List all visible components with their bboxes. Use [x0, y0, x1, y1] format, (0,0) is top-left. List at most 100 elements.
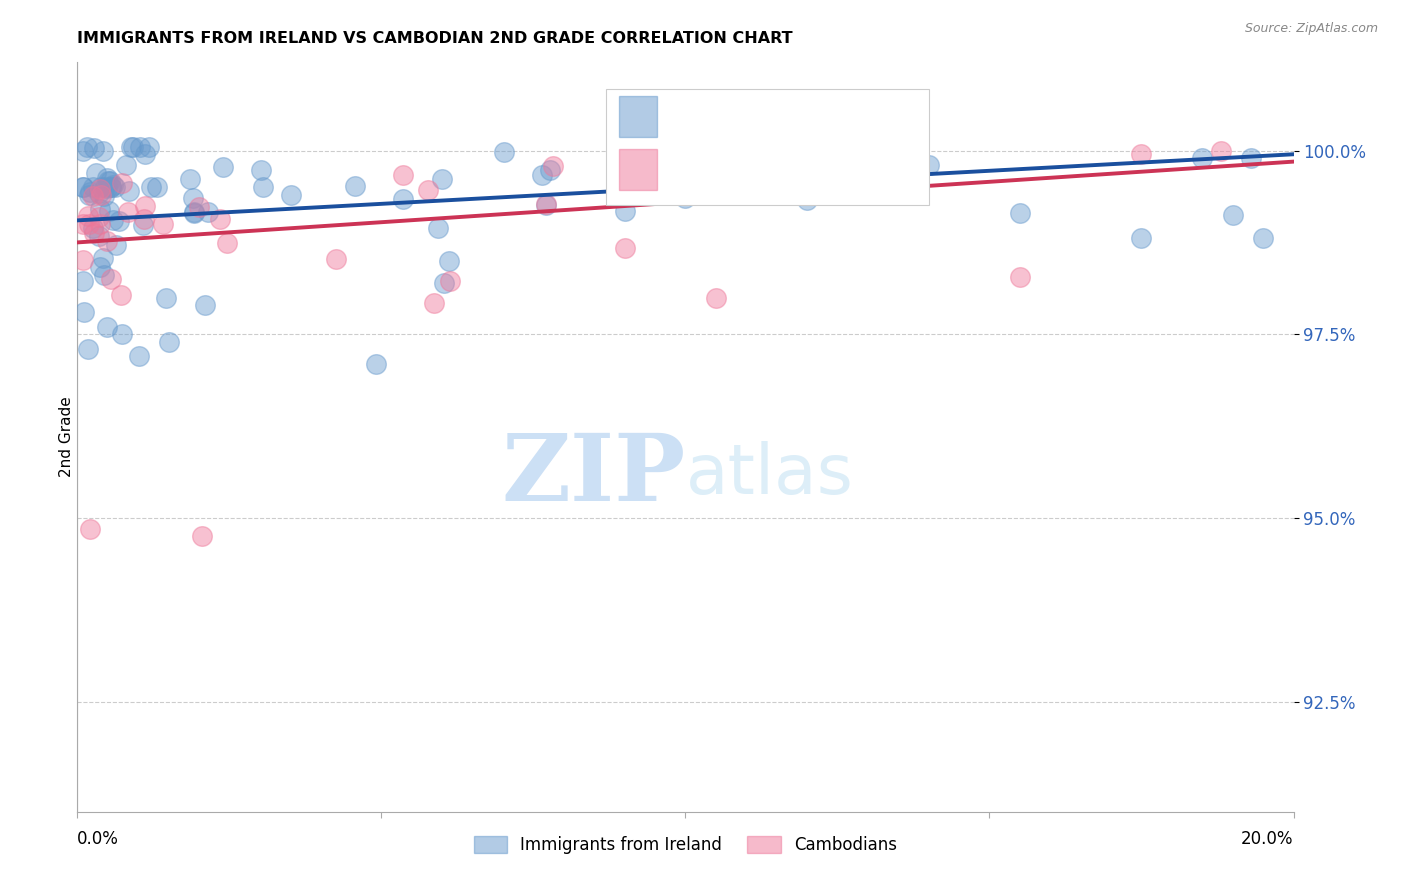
Text: Source: ZipAtlas.com: Source: ZipAtlas.com	[1244, 22, 1378, 36]
Point	[155, 291, 177, 305]
Point	[121, 140, 143, 154]
Point	[183, 205, 205, 219]
Point	[72, 144, 94, 158]
Point	[427, 221, 450, 235]
Y-axis label: 2nd Grade: 2nd Grade	[59, 397, 73, 477]
Legend: Immigrants from Ireland, Cambodians: Immigrants from Ireland, Cambodians	[467, 829, 904, 861]
Point	[1130, 147, 1153, 161]
Point	[827, 140, 849, 154]
Text: 20.0%: 20.0%	[1241, 830, 1294, 848]
Point	[252, 180, 274, 194]
Point	[433, 276, 456, 290]
Point	[104, 180, 127, 194]
Point	[89, 202, 111, 216]
Point	[90, 180, 112, 194]
Point	[534, 198, 557, 212]
Point	[439, 274, 461, 288]
Point	[132, 218, 155, 232]
Point	[76, 140, 98, 154]
Point	[1240, 151, 1263, 165]
Text: R = 0.414   N = 81: R = 0.414 N = 81	[669, 103, 855, 122]
Point	[89, 228, 111, 243]
Point	[325, 252, 347, 267]
Point	[72, 217, 94, 231]
Point	[531, 168, 554, 182]
Point	[100, 180, 122, 194]
Point	[115, 158, 138, 172]
Point	[344, 179, 367, 194]
Point	[90, 188, 112, 202]
Point	[72, 180, 94, 194]
Point	[89, 181, 111, 195]
Point	[212, 160, 235, 174]
Point	[538, 162, 561, 177]
Point	[83, 141, 105, 155]
Point	[437, 253, 460, 268]
Text: IMMIGRANTS FROM IRELAND VS CAMBODIAN 2ND GRADE CORRELATION CHART: IMMIGRANTS FROM IRELAND VS CAMBODIAN 2ND…	[77, 31, 793, 46]
Point	[107, 214, 129, 228]
Point	[89, 260, 111, 274]
Text: atlas: atlas	[686, 441, 853, 508]
Point	[82, 180, 104, 194]
Point	[72, 274, 94, 288]
Point	[72, 252, 94, 267]
Text: R = 0.357   N = 36: R = 0.357 N = 36	[669, 158, 855, 177]
Point	[105, 238, 128, 252]
Point	[96, 235, 118, 249]
Point	[97, 204, 120, 219]
FancyBboxPatch shape	[619, 96, 658, 137]
Point	[120, 140, 142, 154]
Point	[188, 200, 211, 214]
Point	[675, 191, 697, 205]
Point	[100, 180, 122, 194]
Point	[613, 204, 636, 219]
Point	[364, 357, 387, 371]
Point	[100, 271, 122, 285]
Point	[416, 183, 439, 197]
Point	[492, 145, 515, 160]
Point	[93, 251, 115, 265]
Point	[96, 319, 118, 334]
Point	[93, 189, 115, 203]
Point	[134, 199, 156, 213]
Point	[110, 288, 132, 302]
Point	[543, 159, 565, 173]
Point	[79, 522, 101, 536]
Point	[145, 180, 167, 194]
Point	[392, 169, 415, 183]
Point	[208, 211, 231, 226]
Point	[128, 140, 150, 154]
Point	[430, 172, 453, 186]
Point	[77, 342, 100, 356]
Text: ZIP: ZIP	[501, 430, 686, 519]
Point	[179, 172, 201, 186]
Point	[87, 186, 110, 201]
Point	[103, 178, 125, 192]
Point	[391, 192, 413, 206]
FancyBboxPatch shape	[606, 88, 929, 205]
Point	[1008, 270, 1031, 285]
Point	[704, 291, 727, 305]
Point	[1130, 231, 1153, 245]
Point	[191, 529, 214, 543]
Point	[280, 188, 302, 202]
Point	[613, 241, 636, 255]
Point	[77, 217, 100, 231]
Point	[82, 220, 104, 235]
Point	[87, 210, 110, 224]
Point	[1251, 231, 1274, 245]
Point	[1222, 207, 1244, 221]
Point	[157, 334, 180, 349]
Point	[183, 206, 205, 220]
Point	[194, 298, 217, 312]
Point	[215, 235, 238, 250]
Point	[83, 226, 105, 240]
Point	[132, 211, 155, 226]
Point	[98, 174, 121, 188]
Point	[139, 180, 162, 194]
Point	[796, 193, 818, 207]
Point	[73, 305, 96, 319]
Point	[93, 268, 115, 283]
Point	[77, 188, 100, 202]
Point	[918, 158, 941, 172]
